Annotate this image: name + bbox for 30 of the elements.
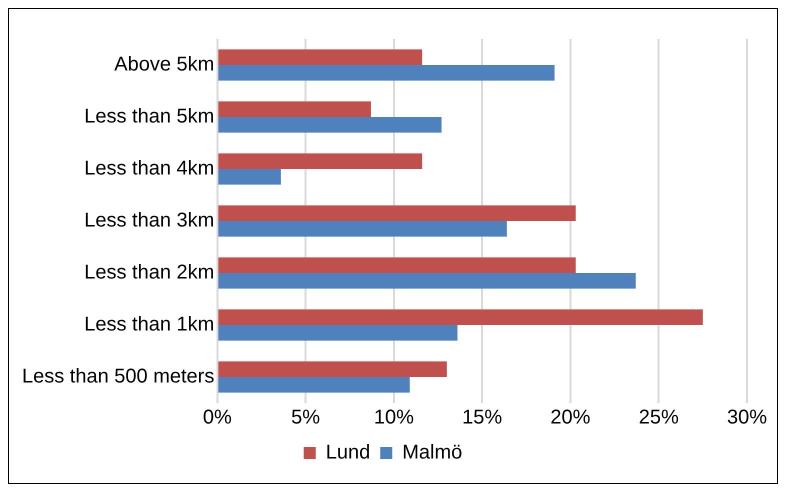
y-tick-label: Less than 2km bbox=[84, 262, 214, 284]
legend-label: Malmö bbox=[402, 442, 462, 464]
x-tick-label: 10% bbox=[374, 406, 414, 429]
bar bbox=[218, 325, 458, 341]
bar bbox=[218, 309, 703, 325]
bar bbox=[218, 169, 281, 185]
x-tick-label: 25% bbox=[638, 406, 679, 429]
y-tick-label: Less than 5km bbox=[84, 106, 214, 128]
bar bbox=[218, 49, 422, 65]
bar bbox=[218, 273, 636, 289]
bar bbox=[218, 205, 576, 221]
y-tick-label: Less than 1km bbox=[84, 314, 214, 336]
bar bbox=[218, 257, 576, 273]
bar bbox=[218, 221, 507, 237]
y-tick-label: Less than 3km bbox=[84, 210, 214, 232]
bar bbox=[218, 117, 442, 133]
x-tick-label: 0% bbox=[202, 406, 232, 429]
bar bbox=[218, 361, 447, 377]
x-tick-label: 5% bbox=[291, 406, 320, 429]
bar bbox=[218, 377, 410, 393]
x-tick-label: 20% bbox=[550, 406, 591, 429]
y-tick-label: Above 5km bbox=[114, 54, 214, 76]
y-tick-label: Less than 500 meters bbox=[22, 366, 214, 388]
bar bbox=[218, 101, 371, 117]
bar bbox=[218, 153, 422, 169]
x-tick-label: 15% bbox=[462, 406, 502, 429]
legend-label: Lund bbox=[326, 442, 370, 464]
y-tick-label: Less than 4km bbox=[84, 158, 214, 180]
bar bbox=[218, 65, 555, 81]
x-tick-label: 30% bbox=[726, 406, 768, 429]
